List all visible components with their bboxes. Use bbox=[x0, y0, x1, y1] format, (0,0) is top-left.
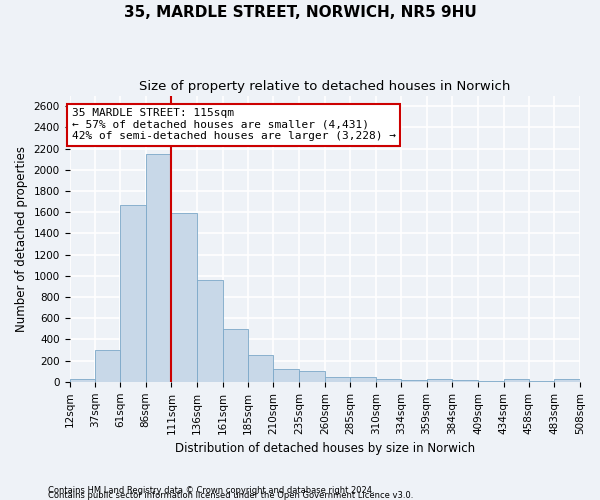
Bar bbox=[401, 380, 427, 382]
Bar bbox=[197, 280, 223, 382]
Bar bbox=[478, 381, 504, 382]
Bar bbox=[452, 380, 478, 382]
Bar bbox=[529, 381, 554, 382]
Bar bbox=[120, 205, 146, 382]
X-axis label: Distribution of detached houses by size in Norwich: Distribution of detached houses by size … bbox=[175, 442, 475, 455]
Text: 35 MARDLE STREET: 115sqm
← 57% of detached houses are smaller (4,431)
42% of sem: 35 MARDLE STREET: 115sqm ← 57% of detach… bbox=[71, 108, 395, 142]
Bar bbox=[299, 371, 325, 382]
Title: Size of property relative to detached houses in Norwich: Size of property relative to detached ho… bbox=[139, 80, 511, 93]
Bar bbox=[70, 379, 95, 382]
Bar bbox=[504, 379, 529, 382]
Text: Contains HM Land Registry data © Crown copyright and database right 2024.: Contains HM Land Registry data © Crown c… bbox=[48, 486, 374, 495]
Text: Contains public sector information licensed under the Open Government Licence v3: Contains public sector information licen… bbox=[48, 491, 413, 500]
Bar bbox=[427, 378, 452, 382]
Bar bbox=[376, 378, 401, 382]
Y-axis label: Number of detached properties: Number of detached properties bbox=[15, 146, 28, 332]
Bar bbox=[172, 213, 197, 382]
Text: 35, MARDLE STREET, NORWICH, NR5 9HU: 35, MARDLE STREET, NORWICH, NR5 9HU bbox=[124, 5, 476, 20]
Bar bbox=[554, 379, 580, 382]
Bar bbox=[95, 350, 120, 382]
Bar bbox=[223, 329, 248, 382]
Bar bbox=[248, 356, 274, 382]
Bar bbox=[350, 376, 376, 382]
Bar bbox=[325, 376, 350, 382]
Bar bbox=[146, 154, 172, 382]
Bar bbox=[274, 369, 299, 382]
